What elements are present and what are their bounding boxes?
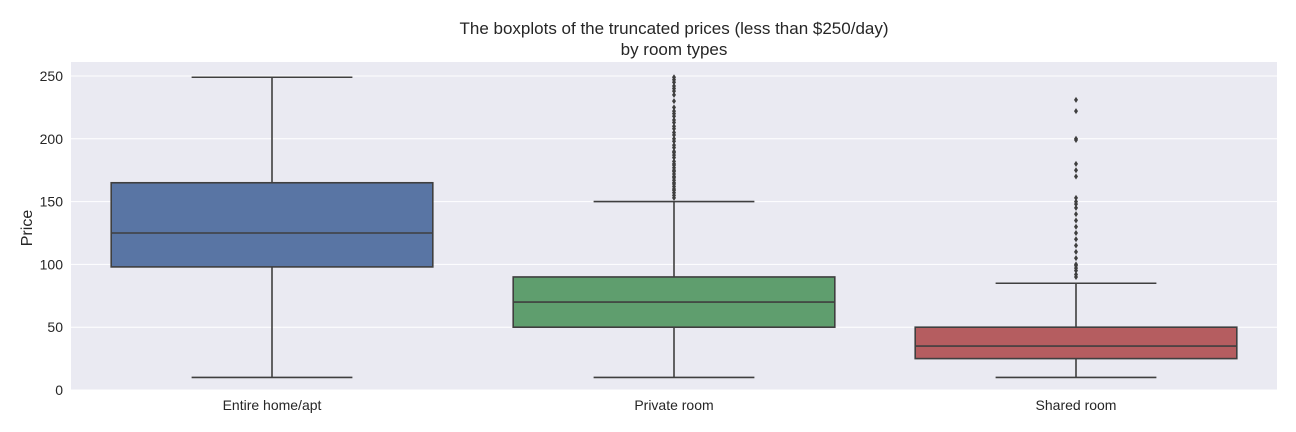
y-tick-label: 150 bbox=[40, 194, 64, 210]
outlier-point bbox=[1074, 217, 1078, 224]
outlier-point bbox=[1074, 108, 1078, 115]
outlier-point bbox=[1074, 230, 1078, 236]
outlier-point bbox=[672, 108, 676, 115]
outlier-point bbox=[672, 116, 676, 123]
outlier-point bbox=[1074, 194, 1078, 201]
outlier-point bbox=[1074, 173, 1078, 180]
outlier-point bbox=[672, 74, 676, 81]
outlier-point bbox=[672, 91, 676, 98]
outlier-point bbox=[672, 158, 676, 165]
outlier-point bbox=[672, 83, 676, 90]
y-axis-label: Price bbox=[19, 210, 36, 247]
outlier-point bbox=[672, 98, 676, 105]
outlier-point bbox=[1074, 211, 1078, 218]
outlier-point bbox=[1074, 167, 1078, 174]
x-tick-label: Private room bbox=[634, 397, 713, 413]
outlier-point bbox=[1074, 198, 1078, 205]
x-tick-label: Shared room bbox=[1036, 397, 1117, 413]
outlier-point bbox=[1074, 135, 1078, 142]
y-tick-label: 100 bbox=[40, 256, 64, 272]
outlier-point bbox=[1074, 255, 1078, 262]
outlier-point bbox=[1074, 236, 1078, 243]
x-tick-label: Entire home/apt bbox=[223, 397, 322, 413]
outlier-point bbox=[672, 123, 676, 130]
x-tick-labels: Entire home/apt Private room Shared room bbox=[223, 397, 1117, 413]
outlier-point bbox=[672, 148, 676, 155]
outlier-point bbox=[1074, 261, 1078, 268]
box-group bbox=[110, 74, 1238, 379]
outlier-point bbox=[672, 135, 676, 142]
y-tick-labels: 0 50 100 150 200 250 bbox=[40, 68, 64, 398]
box-1 bbox=[110, 181, 434, 268]
outlier-point bbox=[1074, 204, 1078, 211]
outlier-point bbox=[1074, 271, 1078, 278]
outlier-point bbox=[672, 142, 676, 149]
box-3 bbox=[914, 326, 1238, 360]
y-tick-label: 50 bbox=[47, 319, 63, 335]
outlier-point bbox=[672, 129, 676, 136]
outlier-point bbox=[1074, 223, 1078, 230]
outlier-point bbox=[672, 104, 676, 111]
y-tick-label: 200 bbox=[40, 131, 64, 147]
y-tick-label: 0 bbox=[55, 382, 63, 398]
outlier-point bbox=[1074, 96, 1078, 103]
outlier-point bbox=[1074, 242, 1078, 249]
chart-subtitle: by room types bbox=[621, 40, 728, 59]
outlier-point bbox=[1074, 160, 1078, 167]
y-tick-label: 250 bbox=[40, 68, 64, 84]
outlier-point bbox=[1074, 248, 1078, 255]
chart-title: The boxplots of the truncated prices (le… bbox=[459, 19, 888, 38]
